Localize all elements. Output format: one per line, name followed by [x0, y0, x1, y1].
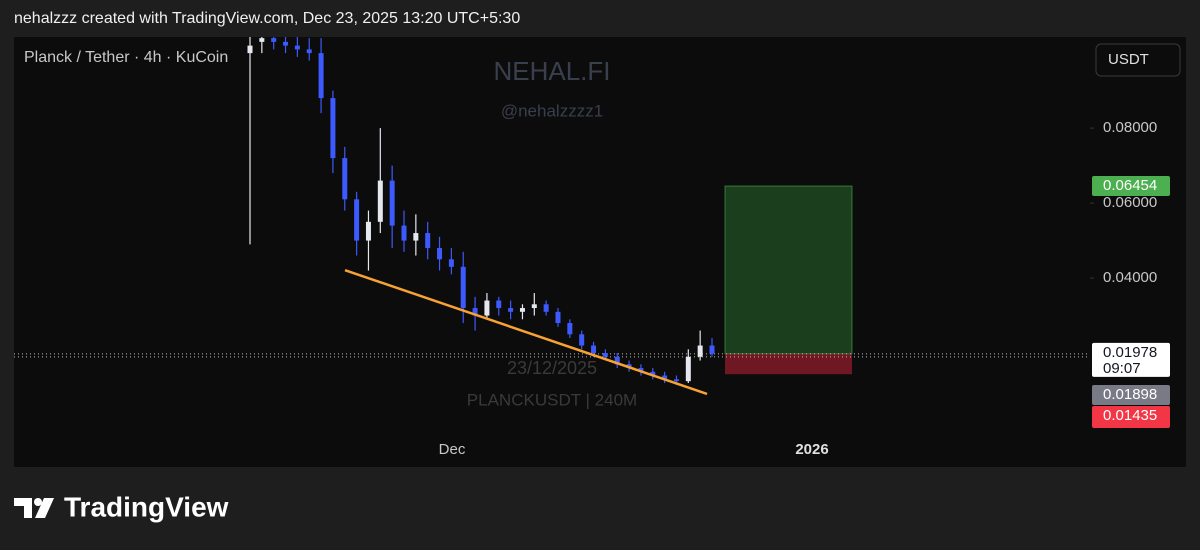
candle-body: [330, 98, 336, 159]
tradingview-logo-icon: [14, 498, 54, 518]
chart-panel: [14, 37, 1186, 467]
price-tag: [1092, 406, 1170, 428]
candle-body: [354, 199, 360, 241]
chart-watermark: PLANCKUSDT | 240M: [467, 390, 637, 409]
y-tick-label: 0.04000: [1103, 269, 1157, 286]
price-tag-label: 0.01435: [1103, 407, 1157, 424]
candle-body: [460, 266, 466, 309]
candle-body: [579, 334, 585, 346]
candle-body: [673, 379, 679, 382]
candle-body: [519, 308, 525, 312]
candle-body: [377, 180, 383, 222]
candle-body: [484, 300, 490, 316]
candle-body: [591, 345, 597, 354]
price-tag-label: 0.01978: [1103, 344, 1157, 361]
watermark: NEHAL.FI: [493, 56, 610, 86]
currency-button[interactable]: [1095, 43, 1181, 77]
symbol-title: Planck / Tether · 4h · KuCoin: [24, 49, 228, 66]
candle-body: [697, 345, 703, 357]
candle-body: [472, 308, 478, 316]
x-tick-label: 2026: [795, 441, 828, 458]
candle-body: [342, 158, 348, 200]
candle-body: [567, 323, 573, 335]
candle-body: [259, 38, 265, 42]
candle-body: [271, 38, 277, 42]
candle-body: [401, 225, 407, 241]
watermark: @nehalzzzz1: [501, 101, 603, 120]
price-tag: [1092, 342, 1170, 377]
candle-body: [531, 304, 537, 309]
candle-body: [365, 221, 371, 241]
plot-area: [14, 37, 1088, 396]
price-tag: [1092, 385, 1170, 405]
price-tag: [1092, 176, 1170, 197]
candle-body: [543, 304, 549, 312]
candle-body: [437, 248, 443, 260]
position-target-zone: [724, 185, 853, 355]
position-stop-zone: [725, 353, 852, 375]
candle-body: [496, 300, 502, 309]
footer-logo: TradingView: [64, 491, 229, 522]
currency-label: USDT: [1108, 51, 1149, 68]
candle-body: [638, 368, 644, 372]
candle-body: [448, 259, 454, 267]
candle-body: [413, 233, 419, 241]
candle-body: [555, 311, 561, 324]
trendline: [344, 268, 708, 396]
candle-body: [614, 356, 620, 365]
candle-body: [709, 345, 715, 354]
candle-body: [650, 371, 656, 376]
candle-body: [306, 49, 312, 54]
candle-body: [685, 356, 691, 382]
countdown-label: 09:07: [1103, 360, 1141, 377]
y-tick-label: 0.08000: [1103, 119, 1157, 136]
candle-body: [247, 45, 253, 54]
x-tick-label: Dec: [439, 441, 466, 458]
candle-body: [389, 180, 395, 226]
y-tick-label: 0.06000: [1103, 194, 1157, 211]
chart-watermark: 23/12/2025: [507, 358, 597, 378]
header: nehalzzz created with TradingView.com, D…: [14, 10, 520, 27]
candle-body: [602, 353, 608, 357]
candle-body: [294, 45, 300, 50]
candle-body: [662, 375, 668, 380]
price-tag-label: 0.01898: [1103, 386, 1157, 403]
candle-body: [283, 41, 289, 46]
candle-body: [318, 53, 324, 99]
candle-body: [425, 233, 431, 249]
candle-body: [508, 308, 514, 312]
price-tag-label: 0.06454: [1103, 177, 1157, 194]
